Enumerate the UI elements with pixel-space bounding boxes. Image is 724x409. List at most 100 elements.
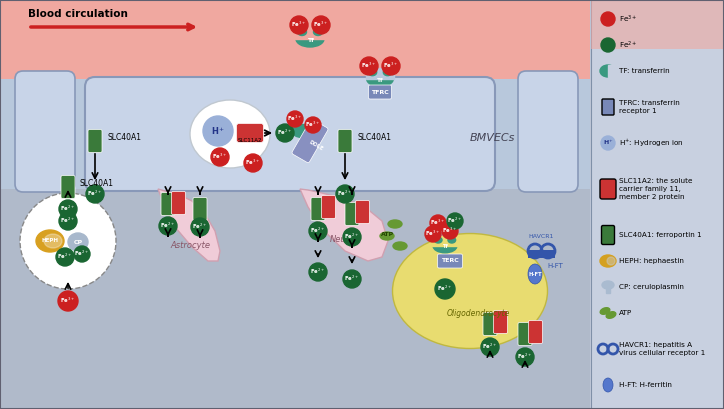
- Text: SLC40A1: SLC40A1: [107, 133, 141, 142]
- Text: Neuron: Neuron: [329, 234, 361, 243]
- Text: Fe$^{3+}$: Fe$^{3+}$: [442, 225, 458, 235]
- Text: BMVECs: BMVECs: [470, 133, 515, 143]
- FancyBboxPatch shape: [494, 310, 508, 333]
- Text: Tf: Tf: [306, 38, 313, 43]
- Bar: [541, 250, 555, 258]
- FancyBboxPatch shape: [292, 119, 328, 163]
- FancyBboxPatch shape: [437, 254, 463, 268]
- Ellipse shape: [298, 29, 306, 36]
- Text: SLC11A2: SLC11A2: [237, 139, 262, 144]
- Text: Fe$^{2+}$: Fe$^{2+}$: [61, 216, 75, 225]
- Circle shape: [601, 12, 615, 26]
- FancyBboxPatch shape: [338, 130, 352, 153]
- Bar: [591, 0, 724, 409]
- Ellipse shape: [600, 65, 616, 77]
- Circle shape: [601, 38, 615, 52]
- Ellipse shape: [44, 234, 62, 248]
- Circle shape: [287, 111, 303, 127]
- FancyBboxPatch shape: [602, 225, 615, 245]
- Text: H$^{+}$: H$^{+}$: [603, 139, 613, 148]
- Circle shape: [343, 228, 361, 246]
- Circle shape: [74, 246, 90, 262]
- FancyBboxPatch shape: [345, 202, 359, 225]
- Ellipse shape: [600, 308, 610, 314]
- Text: Fe$^{2+}$: Fe$^{2+}$: [75, 248, 90, 258]
- Text: SLC40A1: ferroportin 1: SLC40A1: ferroportin 1: [619, 232, 702, 238]
- FancyBboxPatch shape: [355, 200, 369, 223]
- Bar: [366, 67, 395, 79]
- FancyBboxPatch shape: [600, 179, 616, 199]
- FancyBboxPatch shape: [85, 77, 495, 191]
- Ellipse shape: [366, 72, 393, 87]
- FancyBboxPatch shape: [602, 99, 614, 115]
- Text: TFRC: transferrin
receptor 1: TFRC: transferrin receptor 1: [619, 100, 680, 114]
- Circle shape: [309, 263, 327, 281]
- Text: H$^{+}$: H$^{+}$: [211, 125, 224, 137]
- FancyBboxPatch shape: [518, 71, 578, 192]
- Circle shape: [59, 212, 77, 230]
- Text: Fe$^{2+}$: Fe$^{2+}$: [447, 216, 463, 225]
- Text: TFRC: TFRC: [371, 90, 389, 94]
- Text: SLC40A1: SLC40A1: [80, 180, 114, 189]
- Text: Fe$^{2+}$: Fe$^{2+}$: [482, 342, 497, 351]
- Text: TERC: TERC: [441, 258, 459, 263]
- Text: Tf: Tf: [442, 245, 448, 249]
- Text: H-FT: H-ferritin: H-FT: H-ferritin: [619, 382, 672, 388]
- Text: Fe$^{2+}$: Fe$^{2+}$: [337, 189, 353, 198]
- Circle shape: [343, 270, 361, 288]
- Bar: [606, 285, 610, 293]
- Ellipse shape: [313, 29, 322, 36]
- Text: Astrocyte: Astrocyte: [170, 241, 210, 250]
- Bar: [528, 250, 542, 258]
- FancyBboxPatch shape: [483, 312, 497, 335]
- Ellipse shape: [388, 220, 402, 228]
- Circle shape: [516, 348, 534, 366]
- Circle shape: [430, 215, 446, 231]
- Text: Fe$^{3+}$: Fe$^{3+}$: [619, 13, 638, 25]
- Ellipse shape: [383, 69, 392, 76]
- Text: Fe$^{3+}$: Fe$^{3+}$: [361, 61, 376, 70]
- Text: CP: CP: [73, 240, 83, 245]
- Ellipse shape: [603, 378, 613, 392]
- Text: Fe$^{3+}$: Fe$^{3+}$: [313, 19, 329, 29]
- Ellipse shape: [602, 281, 614, 289]
- Bar: [0, 79, 590, 189]
- Text: Fe$^{2+}$: Fe$^{2+}$: [277, 127, 292, 137]
- Circle shape: [447, 213, 463, 229]
- FancyBboxPatch shape: [88, 130, 102, 153]
- Circle shape: [290, 16, 308, 34]
- Circle shape: [442, 223, 458, 239]
- FancyBboxPatch shape: [237, 124, 264, 142]
- Text: ATP: ATP: [619, 310, 632, 316]
- Circle shape: [86, 185, 104, 203]
- Text: Fe$^{2+}$: Fe$^{2+}$: [57, 252, 72, 261]
- Circle shape: [59, 200, 77, 218]
- Text: Fe$^{2+}$: Fe$^{2+}$: [61, 203, 75, 213]
- Polygon shape: [158, 189, 220, 261]
- Text: H-FT: H-FT: [547, 263, 563, 269]
- Ellipse shape: [68, 233, 88, 251]
- Circle shape: [360, 57, 378, 75]
- Ellipse shape: [433, 239, 457, 253]
- Bar: [591, 0, 724, 49]
- Text: ATP: ATP: [382, 231, 395, 236]
- Circle shape: [481, 338, 499, 356]
- FancyBboxPatch shape: [311, 198, 325, 220]
- Circle shape: [159, 217, 177, 235]
- Text: Fe$^{3+}$: Fe$^{3+}$: [384, 61, 398, 70]
- Ellipse shape: [607, 257, 615, 265]
- FancyBboxPatch shape: [193, 198, 207, 220]
- Circle shape: [20, 193, 116, 289]
- Circle shape: [244, 154, 262, 172]
- Text: Oligodendrocyte: Oligodendrocyte: [446, 310, 510, 319]
- FancyBboxPatch shape: [529, 321, 542, 344]
- Text: Tf: Tf: [376, 77, 383, 83]
- Circle shape: [305, 117, 321, 133]
- Bar: [608, 65, 617, 77]
- Circle shape: [425, 226, 441, 242]
- FancyBboxPatch shape: [172, 191, 185, 214]
- FancyBboxPatch shape: [161, 193, 175, 216]
- Text: Fe$^{3+}$: Fe$^{3+}$: [426, 228, 440, 238]
- Ellipse shape: [36, 230, 64, 252]
- Text: CP: ceruloplasmin: CP: ceruloplasmin: [619, 284, 684, 290]
